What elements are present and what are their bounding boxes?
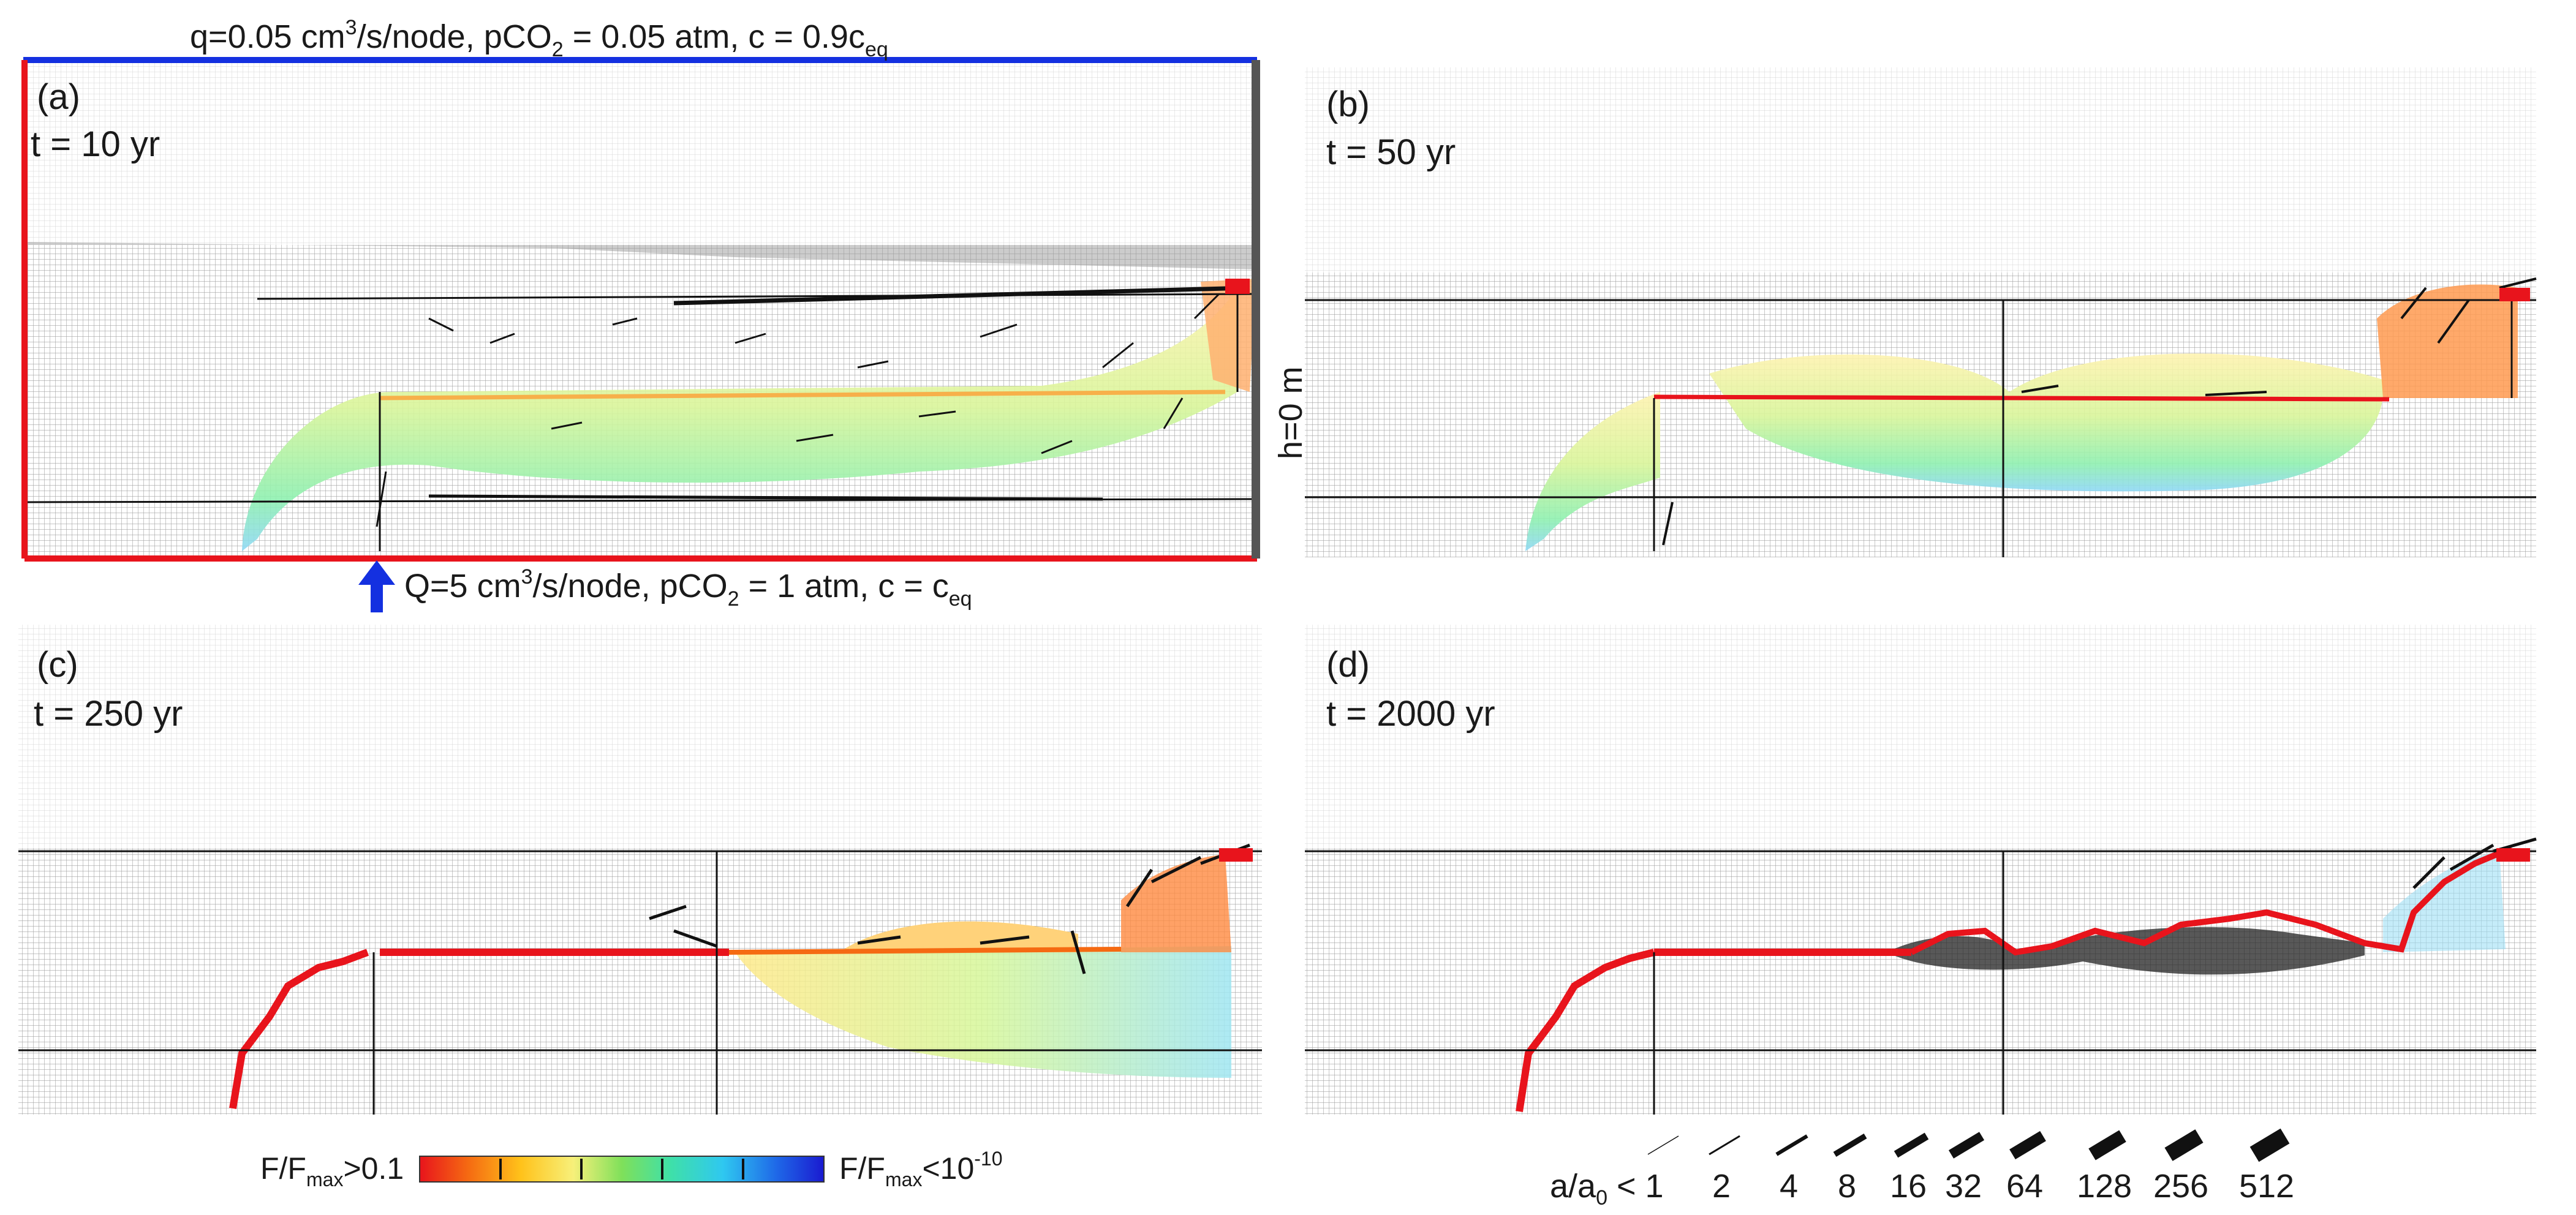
aperture-legend-glyph-512 [2249,1128,2290,1162]
panel-a-plume [242,288,1237,551]
panel-c-fracture-main-2 [728,947,1122,955]
aperture-legend-value-256: 256 [2153,1168,2208,1205]
panel-c-fracture-zigzag [229,949,369,1109]
panel-d-time: t = 2000 yr [1326,694,1495,734]
colorbar-ticks [499,1159,744,1179]
panel-d-domain-grid [1305,848,2536,1115]
aperture-legend-glyph-64 [2009,1130,2046,1160]
panel-b-label: (b) [1326,85,1370,124]
aperture-legend-glyph-256 [2164,1129,2204,1161]
right-boundary-label: h=0 m [1272,366,1309,459]
panel-b-inflow-hotspot [2499,288,2530,301]
panel-b-fracture-main [1653,394,2390,402]
panel-b-plume-middle [1709,353,2384,492]
aperture-legend-glyph-2 [1709,1135,1740,1156]
panel-c-inflow-hotspot [1219,848,1253,862]
panel-b-time: t = 50 yr [1326,132,1456,172]
aperture-legend-value-32: 32 [1945,1168,1982,1205]
panel-b-plume-left [1525,392,1660,551]
aperture-legend-value-512: 512 [2239,1168,2294,1205]
panel-a-fracture-enlarged [673,285,1250,306]
panel-c-dissolution-bump [839,921,1078,952]
panel-c-dissolution-right [1121,854,1231,952]
panel-a-fracture-deep [428,494,1103,501]
panel-d-fracture-zigzag [1516,949,1655,1112]
panel-a-label: (a) [37,77,80,117]
panel-c-time: t = 250 yr [34,694,183,734]
panel-a: (a) t = 10 yr [21,57,1260,612]
panel-b-dissolution-zone [2377,284,2518,398]
colorbar: F/Fmax>0.1 F/Fmax<10-10 [260,1148,1003,1191]
bottom-boundary-label: Q=5 cm3/s/node, pCO2 = 1 atm, c = ceq [404,565,972,611]
aperture-legend: a/a0 < 1 2 4 8 16 32 64 128 256 512 [1550,1128,2294,1209]
aperture-legend-glyph-16 [1894,1132,1929,1158]
panel-d-label: (d) [1326,645,1370,685]
panel-a-inflow-hotspot [1225,279,1250,294]
aperture-legend-value-16: 16 [1890,1168,1927,1205]
aperture-legend-value-64: 64 [2006,1168,2043,1205]
panel-a-dissolution-zone [1201,279,1256,392]
panel-d: (d) t = 2000 yr [1305,625,2537,1115]
aperture-legend-value-8: 8 [1838,1168,1856,1205]
inlet-arrow-icon [358,560,395,612]
panel-c: (c) t = 250 yr [18,625,1262,1115]
colorbar-right-label: F/Fmax<10-10 [839,1148,1003,1191]
top-boundary-label: q=0.05 cm3/s/node, pCO2 = 0.05 atm, c = … [190,16,888,61]
colorbar-gradient [419,1156,825,1183]
panel-d-inflow-hotspot [2496,848,2530,862]
panel-b-flow-vectors [1662,277,2537,546]
aperture-legend-glyph-4 [1775,1134,1808,1156]
aperture-legend-value-4: 4 [1780,1168,1798,1205]
panel-a-fracture-main [379,389,1226,401]
panel-a-time: t = 10 yr [31,124,160,164]
panel-d-black-cluster [1887,927,2365,975]
aperture-legend-glyph-1 [1647,1135,1679,1155]
aperture-legend-glyph-8 [1833,1133,1867,1157]
panel-a-flow-vectors [376,293,1220,527]
panel-d-fracture-path [1909,845,2513,956]
aperture-legend-value-2: 2 [1712,1168,1731,1205]
aperture-legend-value-128: 128 [2077,1168,2132,1205]
panel-a-fracture-upper [257,293,1256,300]
panel-d-dissolution-right [2383,851,2506,952]
aperture-legend-glyph-128 [2088,1130,2126,1160]
colorbar-left-label: F/Fmax>0.1 [260,1151,404,1191]
aperture-legend-glyphs: 2 4 8 16 32 64 128 256 512 [1709,1128,2294,1205]
aperture-legend-label: a/a0 < 1 [1550,1168,1664,1209]
panel-a-domain-top [25,242,1256,269]
panel-c-label: (c) [37,645,78,685]
panel-b: (b) t = 50 yr [1305,67,2537,557]
aperture-legend-glyph-32 [1948,1132,1985,1159]
panel-c-plume [735,946,1231,1078]
